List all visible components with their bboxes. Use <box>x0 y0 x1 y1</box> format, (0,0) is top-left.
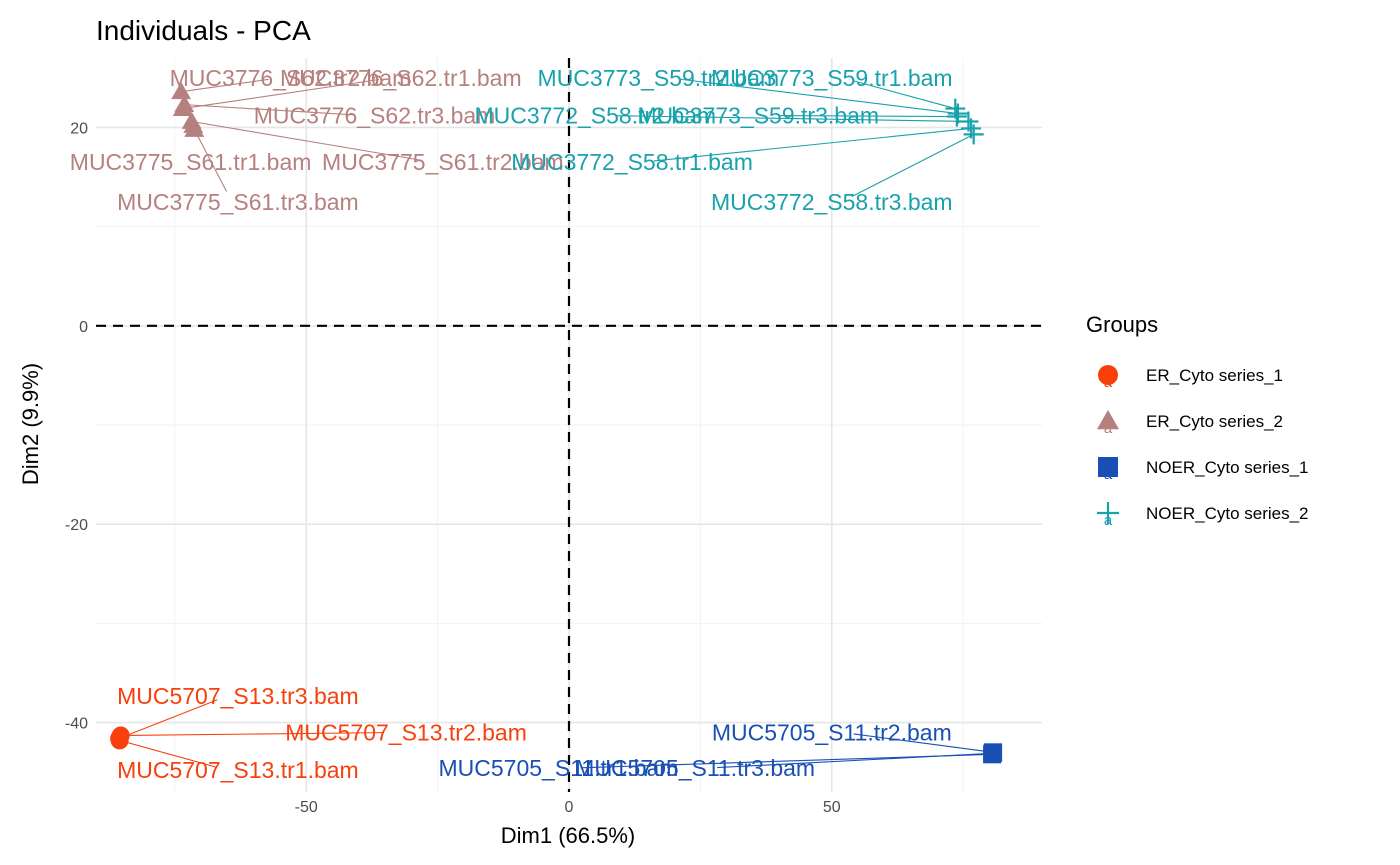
x-tick-label: -50 <box>295 799 318 816</box>
label-connector <box>184 104 353 116</box>
x-tick-label: 50 <box>823 799 841 816</box>
point-label: MUC3772_S58.tr3.bam <box>711 189 953 215</box>
point-label: MUC5707_S13.tr3.bam <box>117 683 359 709</box>
point-label: MUC3773_S59.tr2.bam <box>538 65 780 91</box>
label-connector <box>851 133 974 198</box>
label-connector <box>118 699 218 739</box>
legend-title: Groups <box>1086 312 1158 337</box>
data-point <box>945 98 966 119</box>
legend-item-label: NOER_Cyto series_1 <box>1146 458 1309 477</box>
point-label: MUC3772_S58.tr1.bam <box>511 149 753 175</box>
legend-key-glyph: a <box>1104 420 1113 437</box>
label-connector <box>119 739 217 768</box>
data-point <box>963 124 984 145</box>
point-label: MUC3775_S61.tr3.bam <box>117 189 359 215</box>
legend-item-label: NOER_Cyto series_2 <box>1146 504 1309 523</box>
data-point <box>171 81 192 100</box>
label-connector <box>680 78 958 115</box>
data-point <box>184 119 205 137</box>
x-axis-title: Dim1 (66.5%) <box>501 823 635 848</box>
data-point <box>983 744 1002 763</box>
legend-key-glyph: a <box>1104 374 1113 391</box>
y-tick-label: -40 <box>65 716 88 733</box>
label-connector <box>120 732 385 737</box>
label-connector <box>717 752 993 769</box>
point-label: MUC5707_S13.tr2.bam <box>285 719 527 745</box>
data-point <box>946 106 967 127</box>
point-label: MUC5705_S11.tr2.bam <box>712 719 952 745</box>
point-label: MUC3776_S62.tr2.bam <box>170 65 412 91</box>
legend-key-glyph: a <box>1104 512 1113 529</box>
y-tick-label: 20 <box>70 120 88 137</box>
chart-title: Individuals - PCA <box>96 15 311 46</box>
point-label: MUC3776_S62.tr3.bam <box>254 103 496 129</box>
legend-item-label: ER_Cyto series_2 <box>1146 412 1283 431</box>
point-label: MUC3773_S59.tr1.bam <box>711 65 953 91</box>
point-label: MUC5705_S11.tr3.bam <box>575 755 815 781</box>
y-tick-label: -20 <box>65 517 88 534</box>
point-label: MUC3775_S61.tr2.bam <box>322 149 564 175</box>
point-labels: MUC5707_S13.tr1.bam MUC5707_S13.tr2.bam MU… <box>70 65 953 783</box>
label-connector <box>193 129 228 192</box>
legend-key-glyph: a <box>1104 466 1113 483</box>
legend-key-marker <box>1097 502 1119 524</box>
data-point <box>958 111 979 132</box>
legend-key-marker <box>1098 365 1118 385</box>
data-point <box>110 729 129 748</box>
reference-lines <box>96 58 1042 792</box>
label-connector <box>853 733 994 753</box>
label-connector <box>780 115 957 118</box>
point-label: MUC5707_S13.tr1.bam <box>117 757 359 783</box>
axis-ticks: -50 0 50 -40 -20 0 20 <box>65 120 841 816</box>
point-label: MUC3775_S61.tr1.bam <box>70 149 312 175</box>
legend-item-label: ER_Cyto series_1 <box>1146 366 1283 385</box>
label-connector <box>617 115 969 123</box>
legend: Groups a ER_Cyto series_1a ER_Cyto series_… <box>1086 312 1309 529</box>
x-tick-label: 0 <box>565 799 574 816</box>
legend-key-marker <box>1098 457 1118 477</box>
point-label: MUC3776_S62.tr1.bam <box>280 65 522 91</box>
label-connector <box>181 78 269 93</box>
point-label: MUC3773_S59.tr3.bam <box>637 103 879 129</box>
label-connector <box>653 127 972 162</box>
data-point <box>174 94 195 113</box>
label-connector <box>182 78 380 110</box>
point-label: MUC5705_S11.tr1.bam <box>439 755 679 781</box>
y-axis-title: Dim2 (9.9%) <box>18 363 43 485</box>
legend-key-marker <box>1097 410 1119 430</box>
label-connectors <box>118 78 994 769</box>
data-points <box>110 81 1003 764</box>
label-connector <box>852 80 956 110</box>
label-connector <box>191 120 422 161</box>
point-label: MUC3772_S58.tr2.bam <box>474 103 716 129</box>
y-tick-label: 0 <box>79 319 88 336</box>
